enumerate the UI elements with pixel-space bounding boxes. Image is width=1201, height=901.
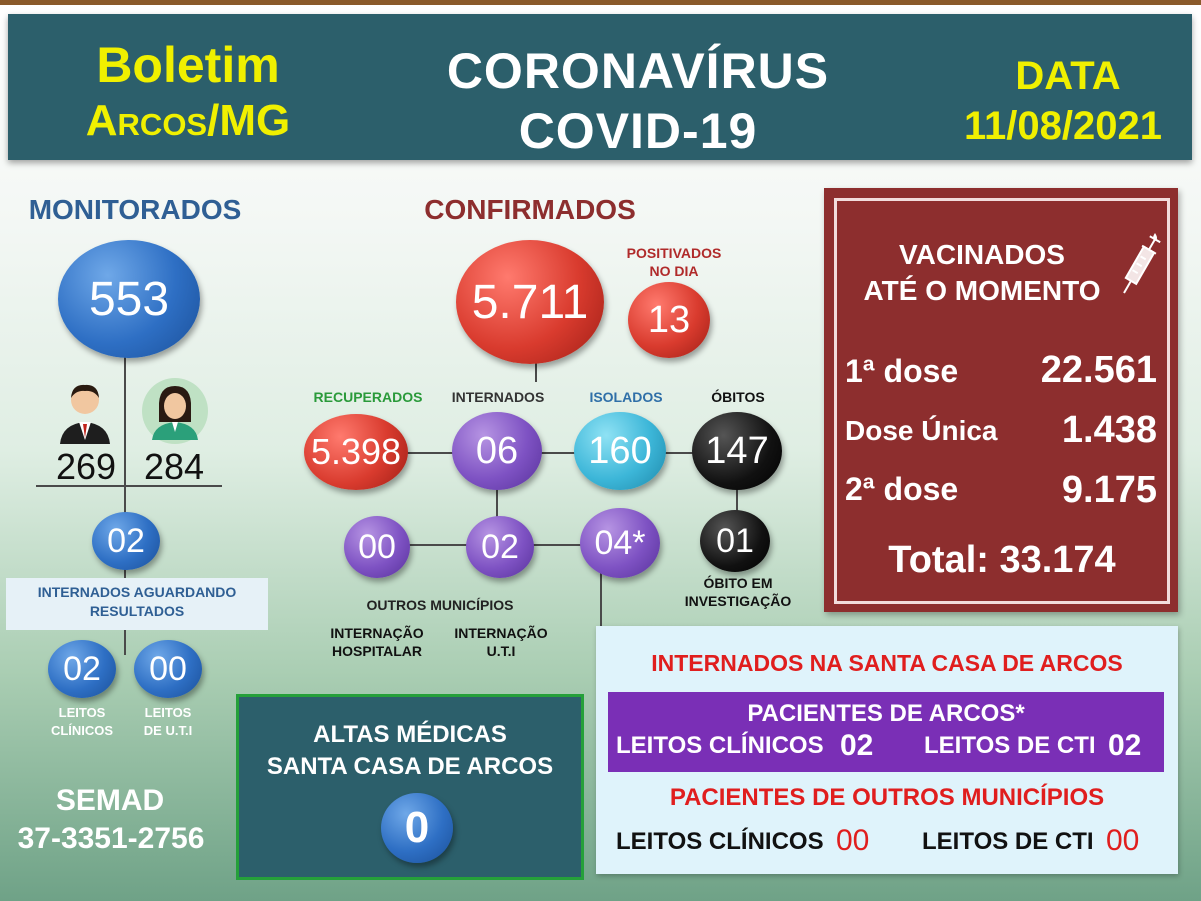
recuperados-bubble: 5.398 [304,414,408,490]
altas-value-bubble: 0 [381,793,453,863]
vaccine-total: Total: 33.174 [888,539,1116,581]
aguardando-bubble: 02 [92,512,160,570]
monitorados-total-bubble: 553 [58,240,200,358]
positivados-label: POSITIVADOS NO DIA [604,244,744,280]
outros-clinicos-value: 00 [836,824,870,857]
internacao-hospitalar-label-line1: INTERNAÇÃO [330,625,424,641]
aguardando-label-box: INTERNADOS AGUARDANDO RESULTADOS [6,578,268,630]
outros-cti-label: LEITOS DE CTI [922,828,1094,855]
dose1-value: 22.561 [1040,349,1157,391]
positivados-label-line2: NO DIA [649,263,699,279]
arcos-clinicos-label: LEITOS CLÍNICOS [616,732,824,759]
leitos-clinicos-bubble: 02 [48,640,116,698]
male-count: 269 [55,446,117,487]
top-border [0,0,1201,5]
internados-label: INTERNADOS [451,389,545,405]
santa-casa-title: INTERNADOS NA SANTA CASA DE ARCOS [651,650,1123,676]
obitos-bubble: 147 [692,412,782,490]
dose2-value: 9.175 [1061,469,1157,511]
dose-unica-label: Dose Única [845,415,998,446]
internacao-hospitalar-label: INTERNAÇÃO HOSPITALAR [312,624,442,660]
internados-bubble: 06 [452,412,542,490]
internacao-uti-label-line1: INTERNAÇÃO [454,625,548,641]
confirmados-total-bubble: 5.711 [456,240,604,364]
phone-number: 37-3351-2756 [17,822,205,855]
aguardando-label: INTERNADOS AGUARDANDO RESULTADOS [37,584,237,619]
arcos-cti-label: LEITOS DE CTI [924,732,1096,759]
arcos-clinicos-value: 02 [840,729,874,762]
leitos-clinicos-label: LEITOS CLÍNICOS [30,704,134,740]
leitos-uti-label-line2: DE U.T.I [143,723,193,738]
header-banner: Boletim Arcos/MG CORONAVÍRUS COVID-19 DA… [8,14,1192,160]
monitorados-title: MONITORADOS [28,194,242,225]
obito-investigacao-label-line2: INVESTIGAÇÃO [684,593,792,609]
vaccine-panel: VACINADOS ATÉ O MOMENTO 1ª dose 22.561 D… [824,188,1178,612]
obito-investigacao-bubble: 01 [700,510,770,572]
connector-line [496,470,498,542]
vaccine-title-line2: ATÉ O MOMENTO [863,275,1101,306]
internacao-hospitalar-bubble: 02 [466,516,534,578]
date-label: DATA [1015,54,1121,98]
connector-line [736,480,738,520]
syringe-icon [1123,233,1161,294]
vaccine-panel-border: VACINADOS ATÉ O MOMENTO 1ª dose 22.561 D… [834,198,1170,604]
connector-line [124,350,126,516]
internacao-hospitalar-label-line2: HOSPITALAR [332,643,422,659]
divider-line [36,485,222,487]
connector-line [535,352,537,382]
isolados-label: ISOLADOS [589,389,663,405]
dose2-label: 2ª dose [845,471,959,507]
covid-title: COVID-19 [518,103,758,159]
leitos-uti-bubble: 00 [134,640,202,698]
internacao-uti-label: INTERNAÇÃO U.T.I [436,624,566,660]
leitos-uti-label-line1: LEITOS [144,705,192,720]
obito-investigacao-label-line1: ÓBITO EM [703,575,773,591]
boletim-title: Boletim [96,37,280,93]
santa-casa-panel: INTERNADOS NA SANTA CASA DE ARCOS PACIEN… [596,626,1178,874]
outros-municipios-label: OUTROS MUNICÍPIOS [366,597,514,613]
outros-municipios-title: PACIENTES DE OUTROS MUNICÍPIOS [669,784,1105,811]
dose1-label: 1ª dose [845,353,959,389]
connector-line [380,452,730,454]
semad-label: SEMAD [55,784,165,817]
altas-panel: ALTAS MÉDICAS SANTA CASA DE ARCOS 0 [236,694,584,880]
obitos-label: ÓBITOS [711,389,765,405]
city-title: Arcos/MG [85,96,291,145]
date-value: 11/08/2021 [964,104,1162,148]
leitos-clinicos-label-line2: CLÍNICOS [50,723,114,738]
altas-title-line1: ALTAS MÉDICAS [313,721,507,748]
leitos-uti-label: LEITOS DE U.T.I [116,704,220,740]
altas-title-line2: SANTA CASA DE ARCOS [266,753,554,780]
internacao-uti-label-line2: U.T.I [486,643,516,659]
vaccine-title-line1: VACINADOS [899,239,1065,270]
obito-investigacao-label: ÓBITO EM INVESTIGAÇÃO [666,574,810,610]
isolados-bubble: 160 [574,412,666,490]
outros-clinicos-label: LEITOS CLÍNICOS [616,828,824,855]
outros-municipios-bubble: 00 [344,516,410,578]
confirmados-title: CONFIRMADOS [424,194,636,225]
positivados-label-line1: POSITIVADOS [626,245,722,261]
outros-cti-value: 00 [1106,824,1140,857]
arcos-cti-value: 02 [1108,729,1142,762]
female-person-icon [142,378,208,444]
positivados-bubble: 13 [628,282,710,358]
pacientes-arcos-bar: PACIENTES DE ARCOS* LEITOS CLÍNICOS 02 L… [608,692,1164,772]
male-person-icon [60,384,110,444]
leitos-clinicos-label-line1: LEITOS [58,705,106,720]
internacao-uti-bubble: 04* [580,508,660,578]
female-count: 284 [143,446,205,487]
dose-unica-value: 1.438 [1061,409,1157,451]
pacientes-arcos-title: PACIENTES DE ARCOS* [747,700,1025,727]
recuperados-label: RECUPERADOS [313,389,423,405]
coronavirus-title: CORONAVÍRUS [446,43,830,99]
